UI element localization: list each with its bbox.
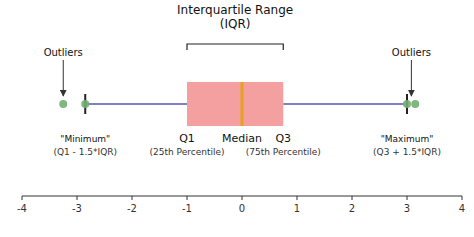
x-tick-label: -4 <box>17 203 27 214</box>
iqr-bracket <box>187 44 283 50</box>
x-tick <box>132 196 133 200</box>
iqr-label-line: Interquartile Range <box>177 3 293 17</box>
stat-label: Median <box>222 132 262 145</box>
x-tick-label: 3 <box>404 203 410 214</box>
stat-note: (75th Percentile) <box>246 147 321 157</box>
box <box>187 82 283 126</box>
iqr-label-line: (IQR) <box>220 17 251 31</box>
x-tick-label: 4 <box>459 203 465 214</box>
annotation-arrow <box>63 60 64 96</box>
x-tick <box>297 196 298 200</box>
stat-note: (Q3 + 1.5*IQR) <box>373 147 441 157</box>
whisker <box>85 103 187 105</box>
x-tick <box>187 196 188 200</box>
median-line <box>241 82 244 126</box>
annotation: Outliers <box>392 47 431 58</box>
outlier <box>411 100 419 108</box>
outlier <box>81 100 89 108</box>
x-tick-label: -3 <box>72 203 82 214</box>
x-tick <box>462 196 463 200</box>
outlier <box>59 100 67 108</box>
x-tick <box>242 196 243 200</box>
stat-note: (Q1 - 1.5*IQR) <box>53 147 117 157</box>
x-tick-label: 1 <box>294 203 300 214</box>
x-tick <box>77 196 78 200</box>
x-tick-label: -2 <box>127 203 137 214</box>
x-tick <box>22 196 23 200</box>
iqr-label: Interquartile Range(IQR) <box>177 3 293 31</box>
plot-marks <box>59 82 419 126</box>
stat-note: (25th Percentile) <box>150 147 225 157</box>
annotation-arrow <box>411 60 412 96</box>
stat-label: "Maximum" <box>381 134 434 144</box>
x-tick-label: 0 <box>239 203 245 214</box>
stat-label: Q3 <box>275 132 291 145</box>
x-tick <box>407 196 408 200</box>
annotation: Outliers <box>44 47 83 58</box>
outlier <box>403 100 411 108</box>
stat-label: Q1 <box>179 132 195 145</box>
whisker <box>283 103 407 105</box>
x-tick-label: -1 <box>182 203 192 214</box>
stat-label: "Minimum" <box>60 134 110 144</box>
x-tick <box>352 196 353 200</box>
x-tick-label: 2 <box>349 203 355 214</box>
